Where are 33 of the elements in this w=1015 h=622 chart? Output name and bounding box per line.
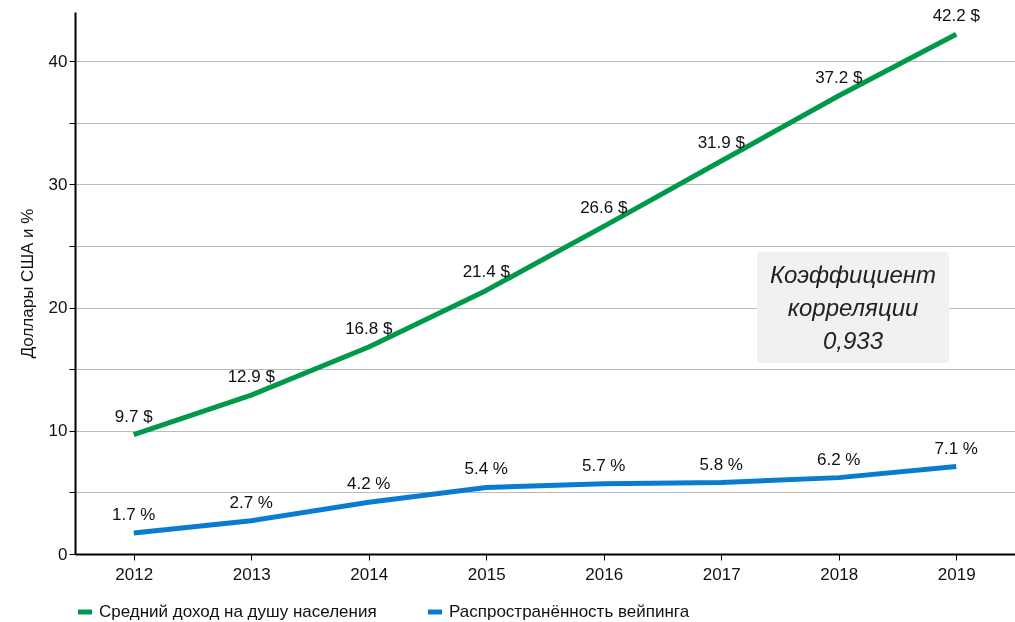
data-label: 26.6 $: [580, 198, 628, 218]
y-tick-label: 30: [48, 174, 68, 194]
x-tick-label: 2012: [115, 564, 154, 584]
note-box: Коэффициент корреляции 0,933: [757, 252, 949, 363]
data-label: 37.2 $: [815, 67, 863, 87]
data-label: 4.2 %: [347, 474, 391, 494]
y-tick-label: 10: [48, 421, 68, 441]
data-label: 2.7 %: [229, 492, 273, 512]
data-label: 5.4 %: [464, 459, 508, 479]
x-tick-label: 2015: [467, 564, 506, 584]
data-label: 12.9 $: [227, 367, 276, 387]
legend-label: Средний доход на душу населения: [99, 602, 377, 621]
data-label: 9.7 $: [114, 406, 154, 426]
data-label: 5.8 %: [699, 454, 743, 474]
x-tick-label: 2013: [232, 564, 271, 584]
y-tick-label: 0: [58, 544, 68, 564]
data-label: 21.4 $: [462, 262, 511, 282]
x-tick-label: 2017: [702, 564, 741, 584]
x-tick-label: 2014: [350, 564, 389, 584]
x-tick-label: 2016: [585, 564, 624, 584]
x-tick-label: 2019: [937, 564, 976, 584]
y-tick-label: 20: [48, 298, 68, 318]
data-label: 6.2 %: [817, 449, 861, 469]
data-label: 5.7 %: [582, 455, 626, 475]
data-label: 16.8 $: [345, 319, 393, 339]
data-label: 7.1 %: [934, 438, 978, 458]
x-tick-label: 2018: [820, 564, 859, 584]
data-label: 31.9 $: [697, 133, 746, 153]
data-label: 42.2 $: [932, 6, 981, 26]
legend-label: Распространённость вейпинга: [449, 602, 690, 621]
data-label: 1.7 %: [112, 505, 156, 525]
y-axis-title: Доллары США и %: [17, 208, 37, 359]
y-tick-label: 40: [48, 51, 68, 71]
